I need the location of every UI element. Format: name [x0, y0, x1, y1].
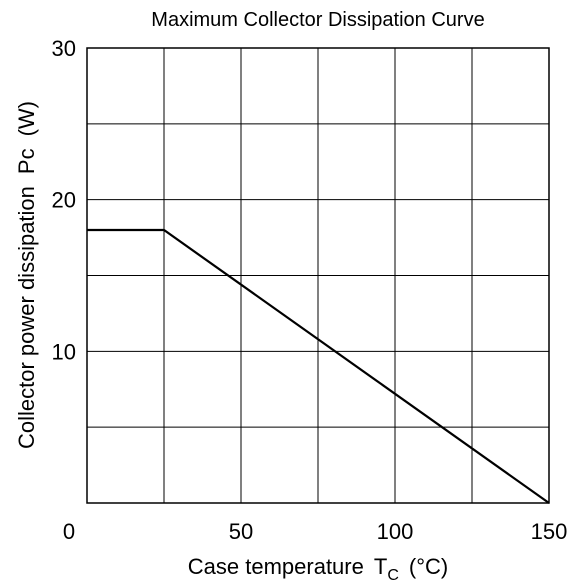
dissipation-curve-line: [87, 228, 550, 504]
x-axis-label-subscript: C: [387, 567, 399, 584]
y-axis-label-unit: (W): [14, 101, 39, 136]
x-tick-label: 150: [531, 519, 568, 544]
x-axis-label-main: Case temperature: [188, 554, 364, 579]
x-tick-labels: 0 50 100 150: [63, 519, 567, 544]
data-series: [87, 228, 550, 504]
y-tick-label: 10: [52, 339, 76, 364]
chart-title: Maximum Collector Dissipation Curve: [151, 9, 484, 31]
x-tick-label: 0: [63, 519, 75, 544]
x-axis-label: Case temperature TC (°C): [188, 554, 448, 584]
x-axis-label-symbol: T: [374, 554, 387, 579]
y-tick-label: 30: [52, 36, 76, 61]
x-axis-label-unit: (°C): [409, 554, 448, 579]
y-tick-labels: 10 20 30: [52, 36, 76, 364]
y-axis-label-main: Collector power dissipation: [14, 186, 39, 449]
x-tick-label: 100: [377, 519, 414, 544]
grid: [86, 47, 550, 504]
plot-frame: [86, 47, 550, 504]
x-tick-label: 50: [229, 519, 253, 544]
y-axis-label: Collector power dissipation Pc (W): [14, 101, 39, 449]
y-axis-label-symbol: Pc: [14, 148, 39, 174]
y-tick-label: 20: [52, 188, 76, 213]
